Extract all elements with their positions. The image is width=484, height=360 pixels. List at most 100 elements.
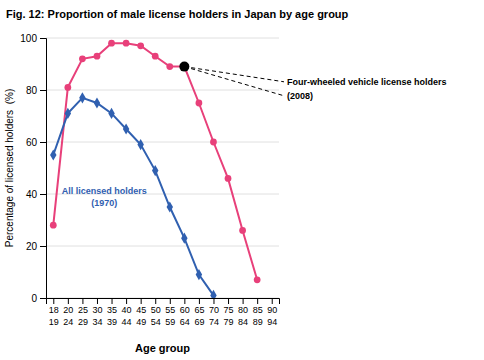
- series-marker: [239, 227, 246, 234]
- series-marker: [123, 40, 130, 47]
- series-marker: [50, 149, 56, 160]
- y-tick-mark: [40, 298, 46, 299]
- grid-line: [46, 90, 279, 91]
- x-tick-label-line: 55: [165, 305, 175, 315]
- series-marker: [94, 53, 101, 60]
- series-marker: [210, 139, 217, 146]
- x-tick: 7074: [209, 298, 219, 327]
- x-tick-label: 4549: [136, 305, 146, 326]
- y-tick-label: 100: [20, 33, 37, 44]
- x-tick-label-line: 20: [63, 305, 73, 315]
- grid-line: [46, 142, 279, 143]
- title: Fig. 12: Proportion of male license hold…: [6, 8, 349, 20]
- y-tick-label: 60: [26, 137, 38, 148]
- highlight-point: [179, 62, 189, 72]
- x-tick-mark: [68, 298, 69, 304]
- x-tick-label-line: 18: [49, 305, 59, 315]
- annotation: Four-wheeled vehicle license holders: [287, 77, 447, 87]
- marks: [50, 40, 261, 298]
- x-tick-label-line: 49: [136, 317, 146, 327]
- y-tick-label: 20: [26, 241, 38, 252]
- leader-line: [184, 67, 284, 96]
- x-tick-label-line: 64: [180, 317, 190, 327]
- x-tick-mark: [53, 298, 54, 304]
- series-marker: [108, 40, 115, 47]
- x-tick-label-line: 69: [194, 317, 204, 327]
- annotation: All licensed holders: [62, 186, 147, 196]
- series-marker: [79, 55, 86, 62]
- y-tick-mark: [40, 246, 46, 247]
- x-tick: 5559: [165, 298, 175, 327]
- x-tick: 8589: [253, 298, 263, 327]
- series-marker: [196, 269, 202, 280]
- series-marker: [65, 108, 71, 119]
- x-tick-label-line: 24: [63, 317, 73, 327]
- x-tick: 2024: [63, 298, 73, 327]
- x-tick: 8084: [238, 298, 248, 327]
- x-tick-label: 2529: [78, 305, 88, 326]
- x-axis-title: Age group: [135, 342, 190, 354]
- x-tick-label-line: 19: [49, 317, 59, 327]
- y-tick-mark: [40, 90, 46, 91]
- x-tick-label: 4044: [122, 305, 132, 326]
- x-tick-mark: [199, 298, 200, 304]
- y-tick-mark: [40, 194, 46, 195]
- series-marker: [152, 165, 158, 176]
- x-tick: 4044: [122, 298, 132, 327]
- y-tick: 80: [26, 85, 46, 96]
- series-marker: [196, 100, 203, 107]
- x-tick-label-line: 34: [92, 317, 102, 327]
- x-tick-label-line: 29: [78, 317, 88, 327]
- y-tick: 100: [20, 33, 46, 44]
- y-tick-label: 80: [26, 85, 38, 96]
- x-axis-line: [47, 299, 280, 305]
- x-tick-label-line: 75: [224, 305, 234, 315]
- x-tick-mark: [170, 298, 171, 304]
- x-tick-mark: [243, 298, 244, 304]
- x-tick: 7579: [224, 298, 234, 327]
- y-axis-title: Percentage of licensed holders (%): [4, 89, 15, 247]
- series-marker: [123, 123, 129, 134]
- series-marker: [225, 175, 232, 182]
- leader-line: [184, 67, 284, 82]
- x-tick-label-line: 80: [238, 305, 248, 315]
- x-tick-label: 5559: [165, 305, 175, 326]
- y-tick: 20: [26, 241, 46, 252]
- series-marker: [137, 42, 144, 49]
- x-tick-label-line: 60: [180, 305, 190, 315]
- y-tick: 60: [26, 137, 46, 148]
- y-tick-mark: [40, 142, 46, 143]
- series-marker: [167, 201, 173, 212]
- series-marker: [50, 222, 57, 229]
- x-tick-label: 9094: [267, 305, 277, 326]
- x-axis: 1819202425293034353940444549505455596064…: [47, 298, 280, 327]
- x-tick-label: 8589: [253, 305, 263, 326]
- x-tick-label: 1819: [49, 305, 59, 326]
- x-tick-label-line: 85: [253, 305, 263, 315]
- x-tick: 3034: [92, 298, 102, 327]
- x-tick-label: 7579: [224, 305, 234, 326]
- x-tick-label-line: 59: [165, 317, 175, 327]
- y-tick-label: 0: [31, 293, 37, 304]
- x-tick-label-line: 50: [151, 305, 161, 315]
- series-marker: [64, 84, 71, 91]
- x-tick: 3539: [107, 298, 117, 327]
- series-marker: [210, 290, 216, 298]
- x-tick-label-line: 79: [224, 317, 234, 327]
- series-marker: [94, 97, 100, 108]
- x-tick-mark: [213, 298, 214, 304]
- x-tick: 1819: [49, 298, 59, 327]
- series-line: [53, 98, 213, 296]
- x-tick-mark: [141, 298, 142, 304]
- x-tick-label-line: 39: [107, 317, 117, 327]
- x-tick: 4549: [136, 298, 146, 327]
- series-marker: [137, 139, 143, 150]
- x-tick: 5054: [151, 298, 161, 327]
- annotation: (2008): [287, 91, 313, 101]
- x-tick-label: 8084: [238, 305, 248, 326]
- x-tick-label: 7074: [209, 305, 219, 326]
- x-tick-mark: [257, 298, 258, 304]
- x-tick-label-line: 54: [151, 317, 161, 327]
- x-tick-label: 2024: [63, 305, 73, 326]
- x-tick-label-line: 40: [122, 305, 132, 315]
